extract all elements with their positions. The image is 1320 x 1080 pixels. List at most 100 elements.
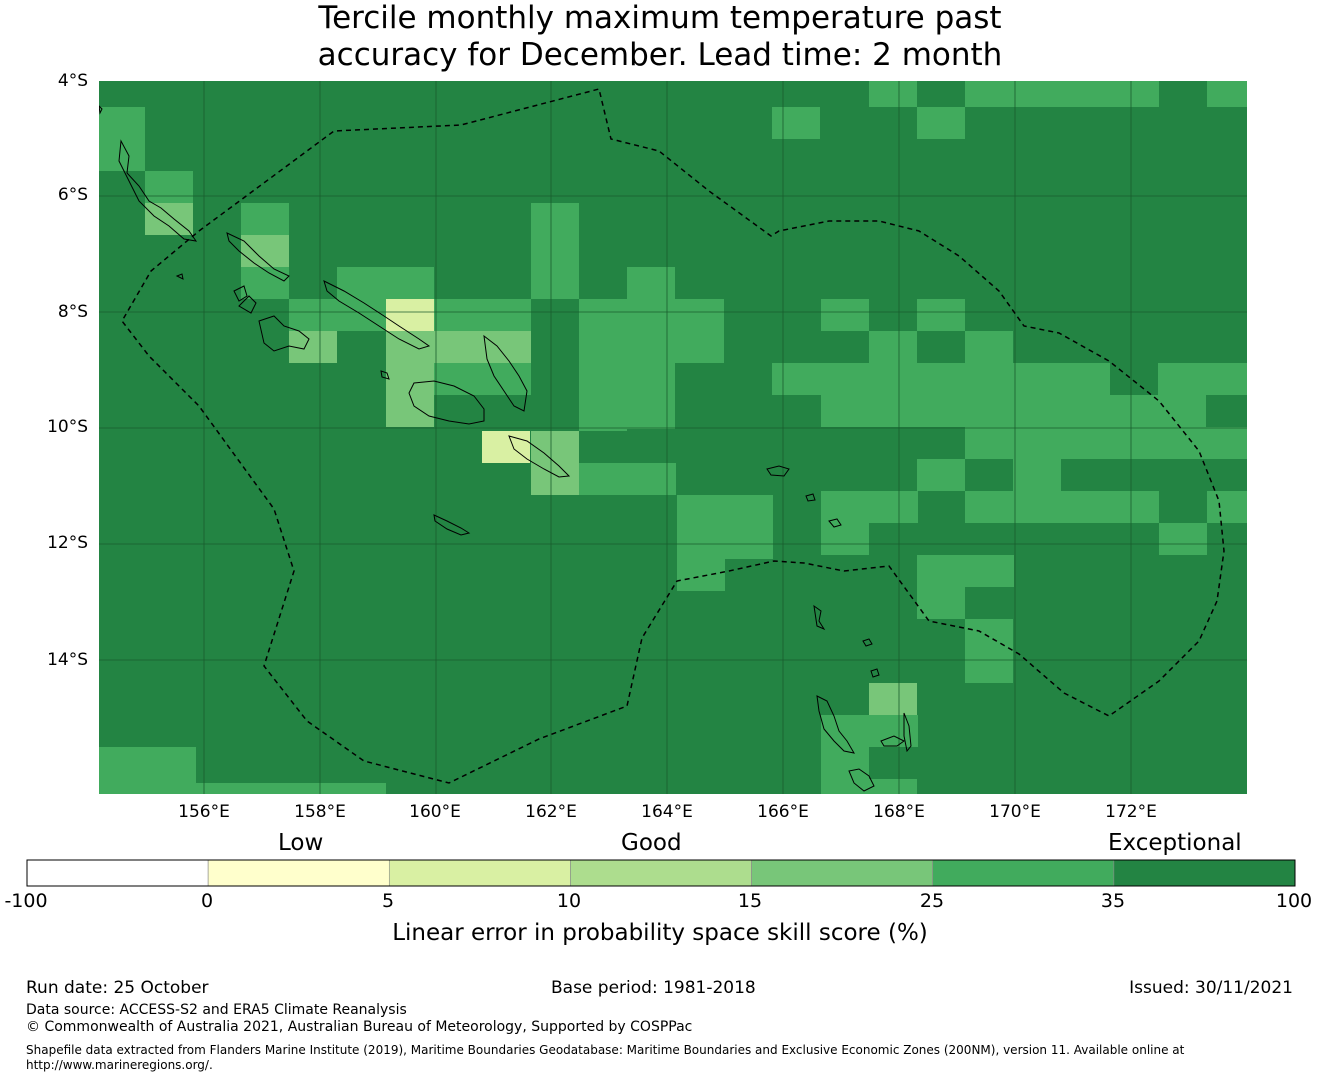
island-ambae — [880, 735, 905, 747]
skill-cell-32 — [917, 299, 965, 331]
colorbar-tick-10: 10 — [556, 890, 582, 912]
skill-cell-47 — [1159, 523, 1207, 555]
skill-cell-21 — [579, 363, 627, 431]
skill-cell-53 — [965, 651, 1013, 683]
skill-cell-10 — [386, 299, 434, 331]
eez-solomon-islands — [121, 88, 1225, 784]
island-new-georgia — [258, 315, 310, 352]
lon-label-170e: 170°E — [989, 802, 1041, 822]
colorbar-segment-1 — [207, 859, 390, 887]
island-vella-lavella — [233, 285, 248, 302]
island-vanikoro — [828, 518, 842, 528]
island-small-3 — [99, 105, 103, 115]
skill-cell-20 — [627, 267, 675, 299]
island-guadalcanal — [408, 380, 485, 425]
skill-cell-38 — [1110, 395, 1158, 427]
colorbar-segment-3 — [570, 859, 752, 887]
colorbar-frame — [26, 859, 1296, 887]
skill-cell-23 — [579, 463, 676, 495]
lon-label-168e: 168°E — [873, 802, 925, 822]
island-santa-isabel — [323, 280, 431, 350]
issued-date: Issued: 30/11/2021 — [1129, 978, 1293, 998]
island-small-4 — [175, 273, 184, 280]
skill-cell-43 — [917, 459, 965, 491]
skill-cell-33 — [869, 331, 917, 363]
island-kolombangara — [238, 295, 257, 314]
island-small-6 — [805, 493, 816, 502]
lon-label-158e: 158°E — [294, 802, 346, 822]
skill-cell-29 — [965, 81, 1159, 107]
island-malaita — [483, 334, 528, 412]
title-line-1: Tercile monthly maximum temperature past — [318, 0, 1002, 36]
category-exceptional: Exceptional — [1108, 830, 1242, 856]
colorbar-tick-15: 15 — [737, 890, 763, 912]
island-small-2 — [870, 668, 880, 678]
skill-cell-57 — [869, 779, 917, 794]
skill-cell-52 — [965, 619, 1013, 651]
lon-label-162e: 162°E — [525, 802, 577, 822]
lat-label-6s: 6°S — [57, 185, 88, 205]
eez-boundaries — [121, 88, 1225, 784]
skill-cell-41 — [1207, 427, 1247, 459]
colorbar-segment-5 — [932, 859, 1115, 887]
lat-label-4s: 4°S — [57, 71, 88, 91]
skill-cell-18 — [579, 299, 724, 363]
skill-cell-34 — [965, 331, 1013, 363]
skill-cell-11 — [434, 299, 531, 331]
skill-cell-46 — [1207, 491, 1247, 523]
skill-cell-36 — [821, 395, 966, 427]
island-espiritu-santo — [816, 695, 855, 754]
lon-label-156e: 156°E — [178, 802, 230, 822]
colorbar-tick-25: 25 — [919, 890, 945, 912]
skill-cell-13 — [434, 331, 531, 363]
skill-cell-35 — [772, 363, 1110, 395]
skill-cell-22 — [627, 363, 675, 429]
colorbar — [26, 859, 1296, 887]
skill-cell-48 — [821, 491, 918, 523]
lon-label-164e: 164°E — [641, 802, 693, 822]
skill-cell-50 — [917, 555, 1014, 587]
skill-cell-14 — [434, 363, 531, 395]
skill-cell-4 — [241, 235, 289, 267]
shapefile-credit-line-1: Shapefile data extracted from Flanders M… — [26, 1043, 1185, 1057]
base-period: Base period: 1981-2018 — [551, 978, 756, 998]
island-maewo — [903, 712, 912, 753]
lat-label-10s: 10°S — [47, 417, 88, 437]
skill-cell-26 — [772, 107, 820, 139]
chart-title: Tercile monthly maximum temperature past… — [0, 0, 1320, 74]
skill-cell-49 — [821, 523, 869, 555]
skill-cell-12 — [386, 331, 434, 427]
skill-cell-7 — [289, 331, 337, 363]
colorbar-tick-5: 5 — [381, 890, 395, 912]
coastlines — [99, 105, 912, 792]
island-santa-cruz — [766, 465, 790, 477]
skill-cell-30 — [1207, 81, 1247, 107]
skill-cell-44 — [1013, 459, 1061, 491]
skill-cell-40 — [1158, 395, 1206, 427]
skill-cell-37 — [965, 395, 1110, 427]
island-banks — [813, 604, 826, 631]
colorbar-tick-neg100: -100 — [4, 890, 48, 912]
island-malakula — [848, 768, 875, 792]
island-makira — [508, 435, 571, 478]
skill-cells — [99, 81, 1247, 794]
island-small-1 — [862, 638, 873, 647]
colorbar-segment-6 — [1113, 859, 1296, 887]
colorbar-title: Linear error in probability space skill … — [392, 920, 928, 946]
skill-cell-5 — [241, 267, 289, 299]
lat-label-14s: 14°S — [47, 650, 88, 670]
skill-cell-31 — [821, 299, 869, 331]
skill-cell-59 — [196, 783, 386, 794]
colorbar-segment-2 — [388, 859, 571, 887]
skill-cell-27 — [869, 81, 917, 107]
lon-label-166e: 166°E — [757, 802, 809, 822]
skill-cell-39 — [1158, 363, 1247, 395]
island-small-5 — [380, 370, 390, 380]
skill-cell-24 — [677, 495, 773, 559]
skill-map — [99, 81, 1247, 794]
skill-cell-15 — [482, 431, 530, 463]
skill-cell-45 — [965, 491, 1159, 523]
skill-cell-58 — [99, 747, 196, 794]
island-rennell — [433, 514, 471, 536]
skill-cell-25 — [677, 559, 725, 591]
